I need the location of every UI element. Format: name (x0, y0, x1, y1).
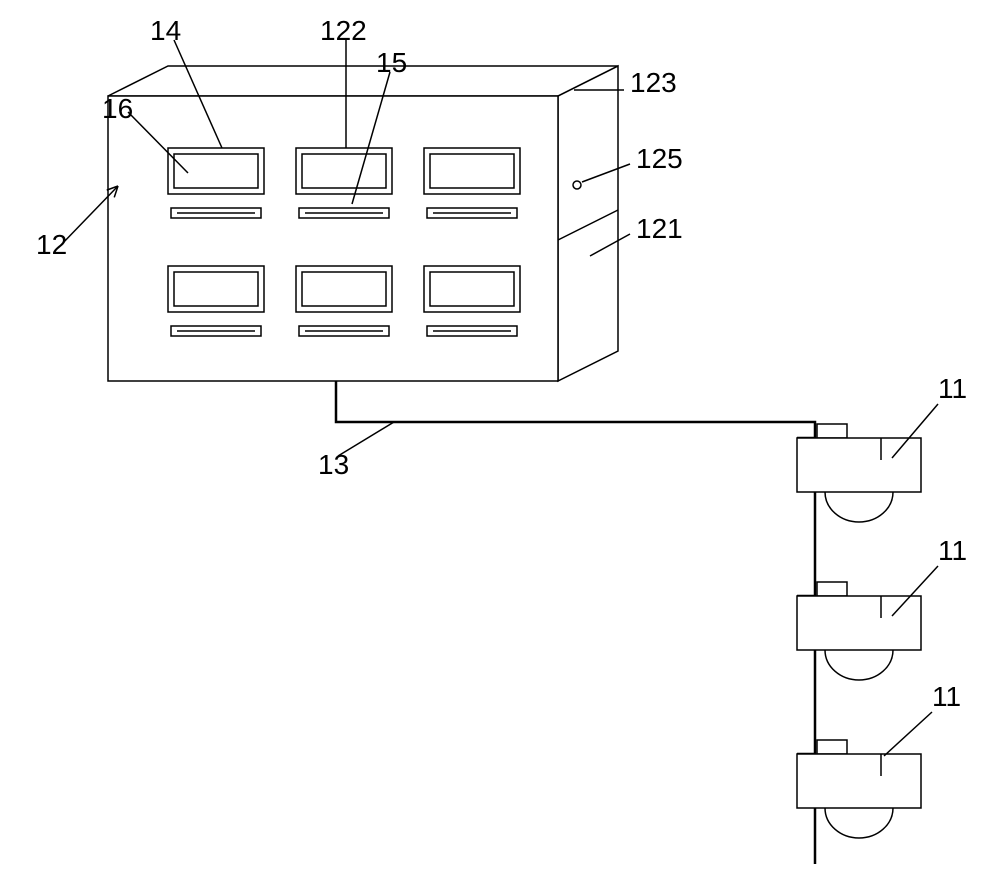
cabinet-top (108, 66, 618, 96)
cable-trunk (336, 381, 815, 864)
callout-label: 14 (150, 15, 181, 46)
callout-label: 16 (102, 93, 133, 124)
cabinet-lock-icon (573, 181, 581, 189)
callout-label: 12 (36, 229, 67, 260)
cabinet-side (558, 66, 618, 381)
camera-dome (825, 492, 893, 522)
cabinet-split-line (558, 210, 618, 240)
camera-body (797, 754, 921, 808)
camera-dome (825, 808, 893, 838)
leader-line (590, 234, 630, 256)
camera-connector (817, 740, 847, 754)
callout-label: 13 (318, 449, 349, 480)
leader-line (884, 712, 932, 756)
callout-label: 11 (932, 681, 961, 712)
callout-label: 121 (636, 213, 683, 244)
cabinet-front (108, 96, 558, 381)
camera-connector (817, 424, 847, 438)
callout-label: 15 (376, 47, 407, 78)
leader-line (582, 164, 630, 182)
callout-label: 125 (636, 143, 683, 174)
callout-label: 11 (938, 373, 967, 404)
camera-dome (825, 650, 893, 680)
callout-label: 123 (630, 67, 677, 98)
callout-label: 11 (938, 535, 967, 566)
camera-connector (817, 582, 847, 596)
callout-label: 122 (320, 15, 367, 46)
